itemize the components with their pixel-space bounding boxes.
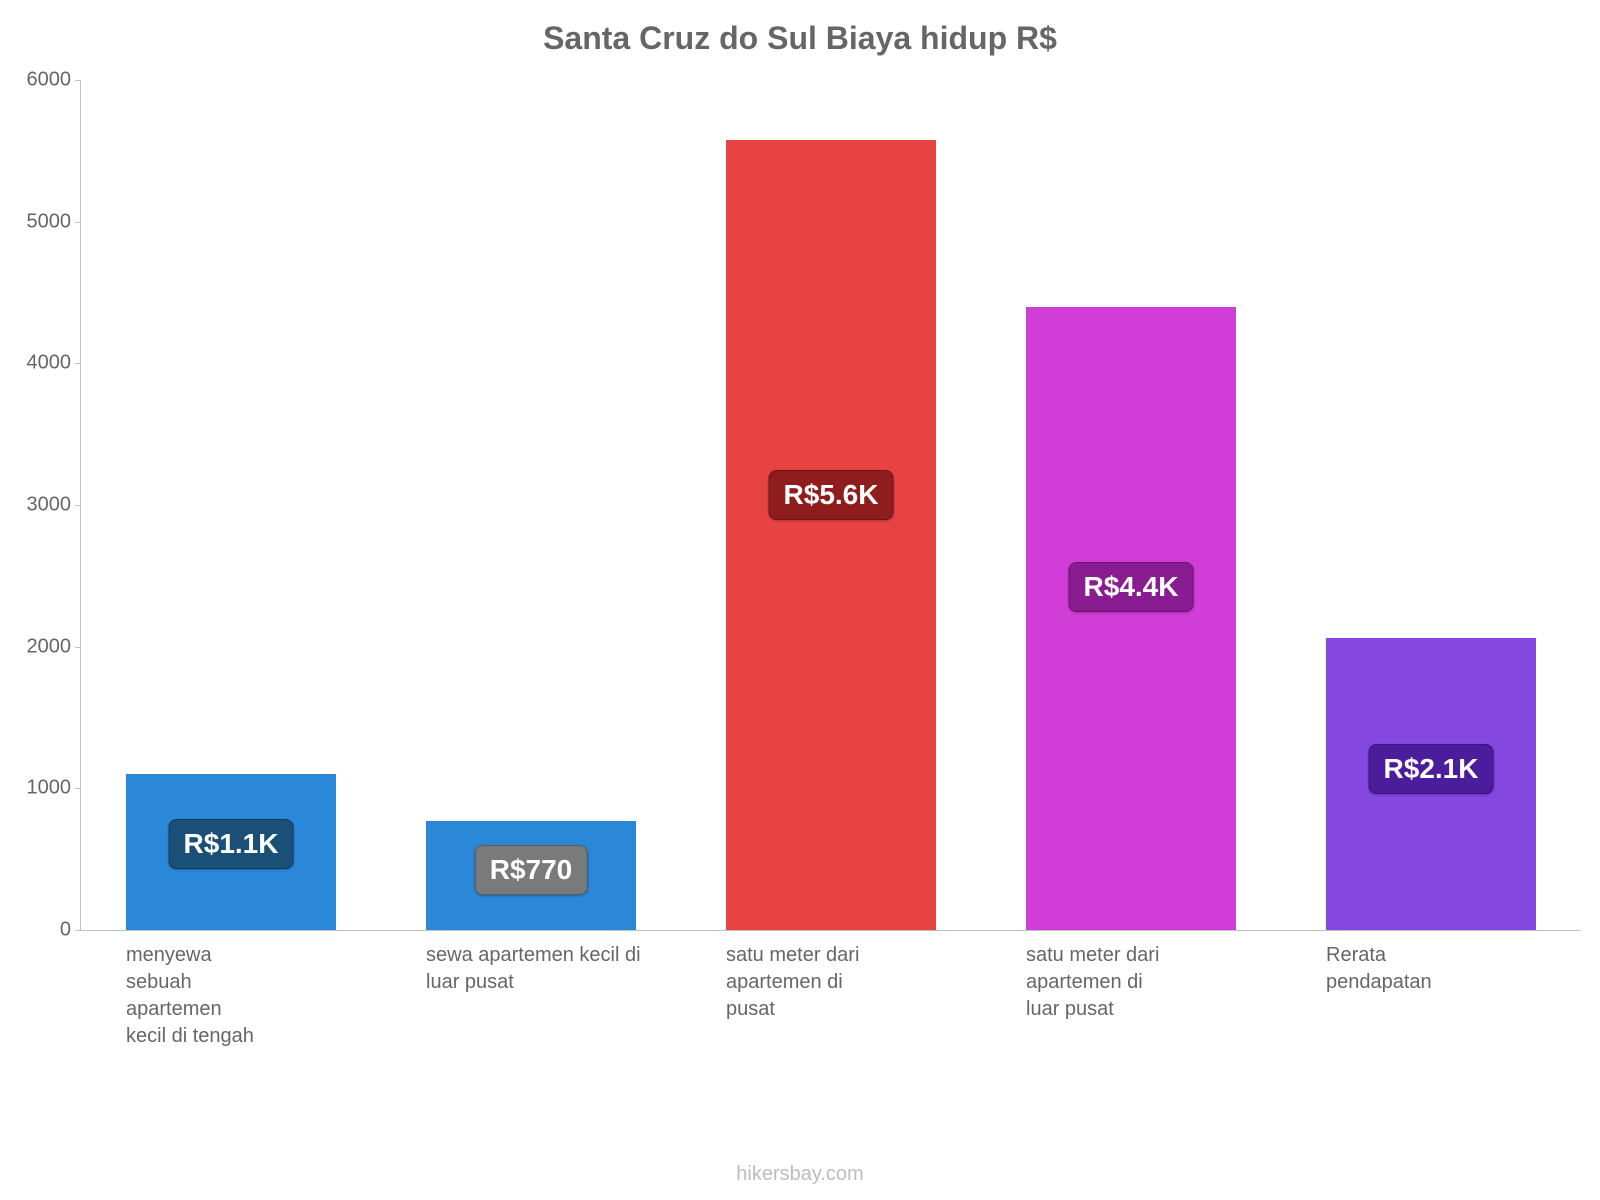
y-tick-label: 3000: [27, 494, 82, 517]
value-badge: R$1.1K: [169, 819, 294, 869]
x-tick-label: sewa apartemen kecil di luar pusat: [426, 930, 656, 996]
y-tick-mark: [75, 222, 81, 223]
y-tick-mark: [75, 647, 81, 648]
attribution-text: hikersbay.com: [0, 1163, 1600, 1186]
y-tick-mark: [75, 363, 81, 364]
chart-container: Santa Cruz do Sul Biaya hidup R$ 0100020…: [0, 0, 1600, 1200]
bar: [1026, 307, 1236, 930]
bar: [726, 140, 936, 931]
value-badge: R$5.6K: [769, 470, 894, 520]
y-tick-label: 2000: [27, 635, 82, 658]
value-badge: R$4.4K: [1069, 562, 1194, 612]
y-tick-mark: [75, 505, 81, 506]
y-tick-mark: [75, 930, 81, 931]
y-tick-mark: [75, 80, 81, 81]
plot-area: 0100020003000400050006000R$1.1Kmenyewa s…: [80, 80, 1581, 931]
y-tick-mark: [75, 788, 81, 789]
x-tick-label: satu meter dari apartemen di luar pusat: [1026, 930, 1166, 1023]
y-tick-label: 5000: [27, 210, 82, 233]
y-tick-label: 6000: [27, 69, 82, 92]
x-tick-label: Rerata pendapatan: [1326, 930, 1456, 996]
y-tick-label: 1000: [27, 777, 82, 800]
chart-title: Santa Cruz do Sul Biaya hidup R$: [0, 20, 1600, 57]
value-badge: R$770: [475, 845, 588, 895]
y-tick-label: 4000: [27, 352, 82, 375]
x-tick-label: satu meter dari apartemen di pusat: [726, 930, 866, 1023]
x-tick-label: menyewa sebuah apartemen kecil di tengah: [126, 930, 256, 1050]
value-badge: R$2.1K: [1369, 744, 1494, 794]
